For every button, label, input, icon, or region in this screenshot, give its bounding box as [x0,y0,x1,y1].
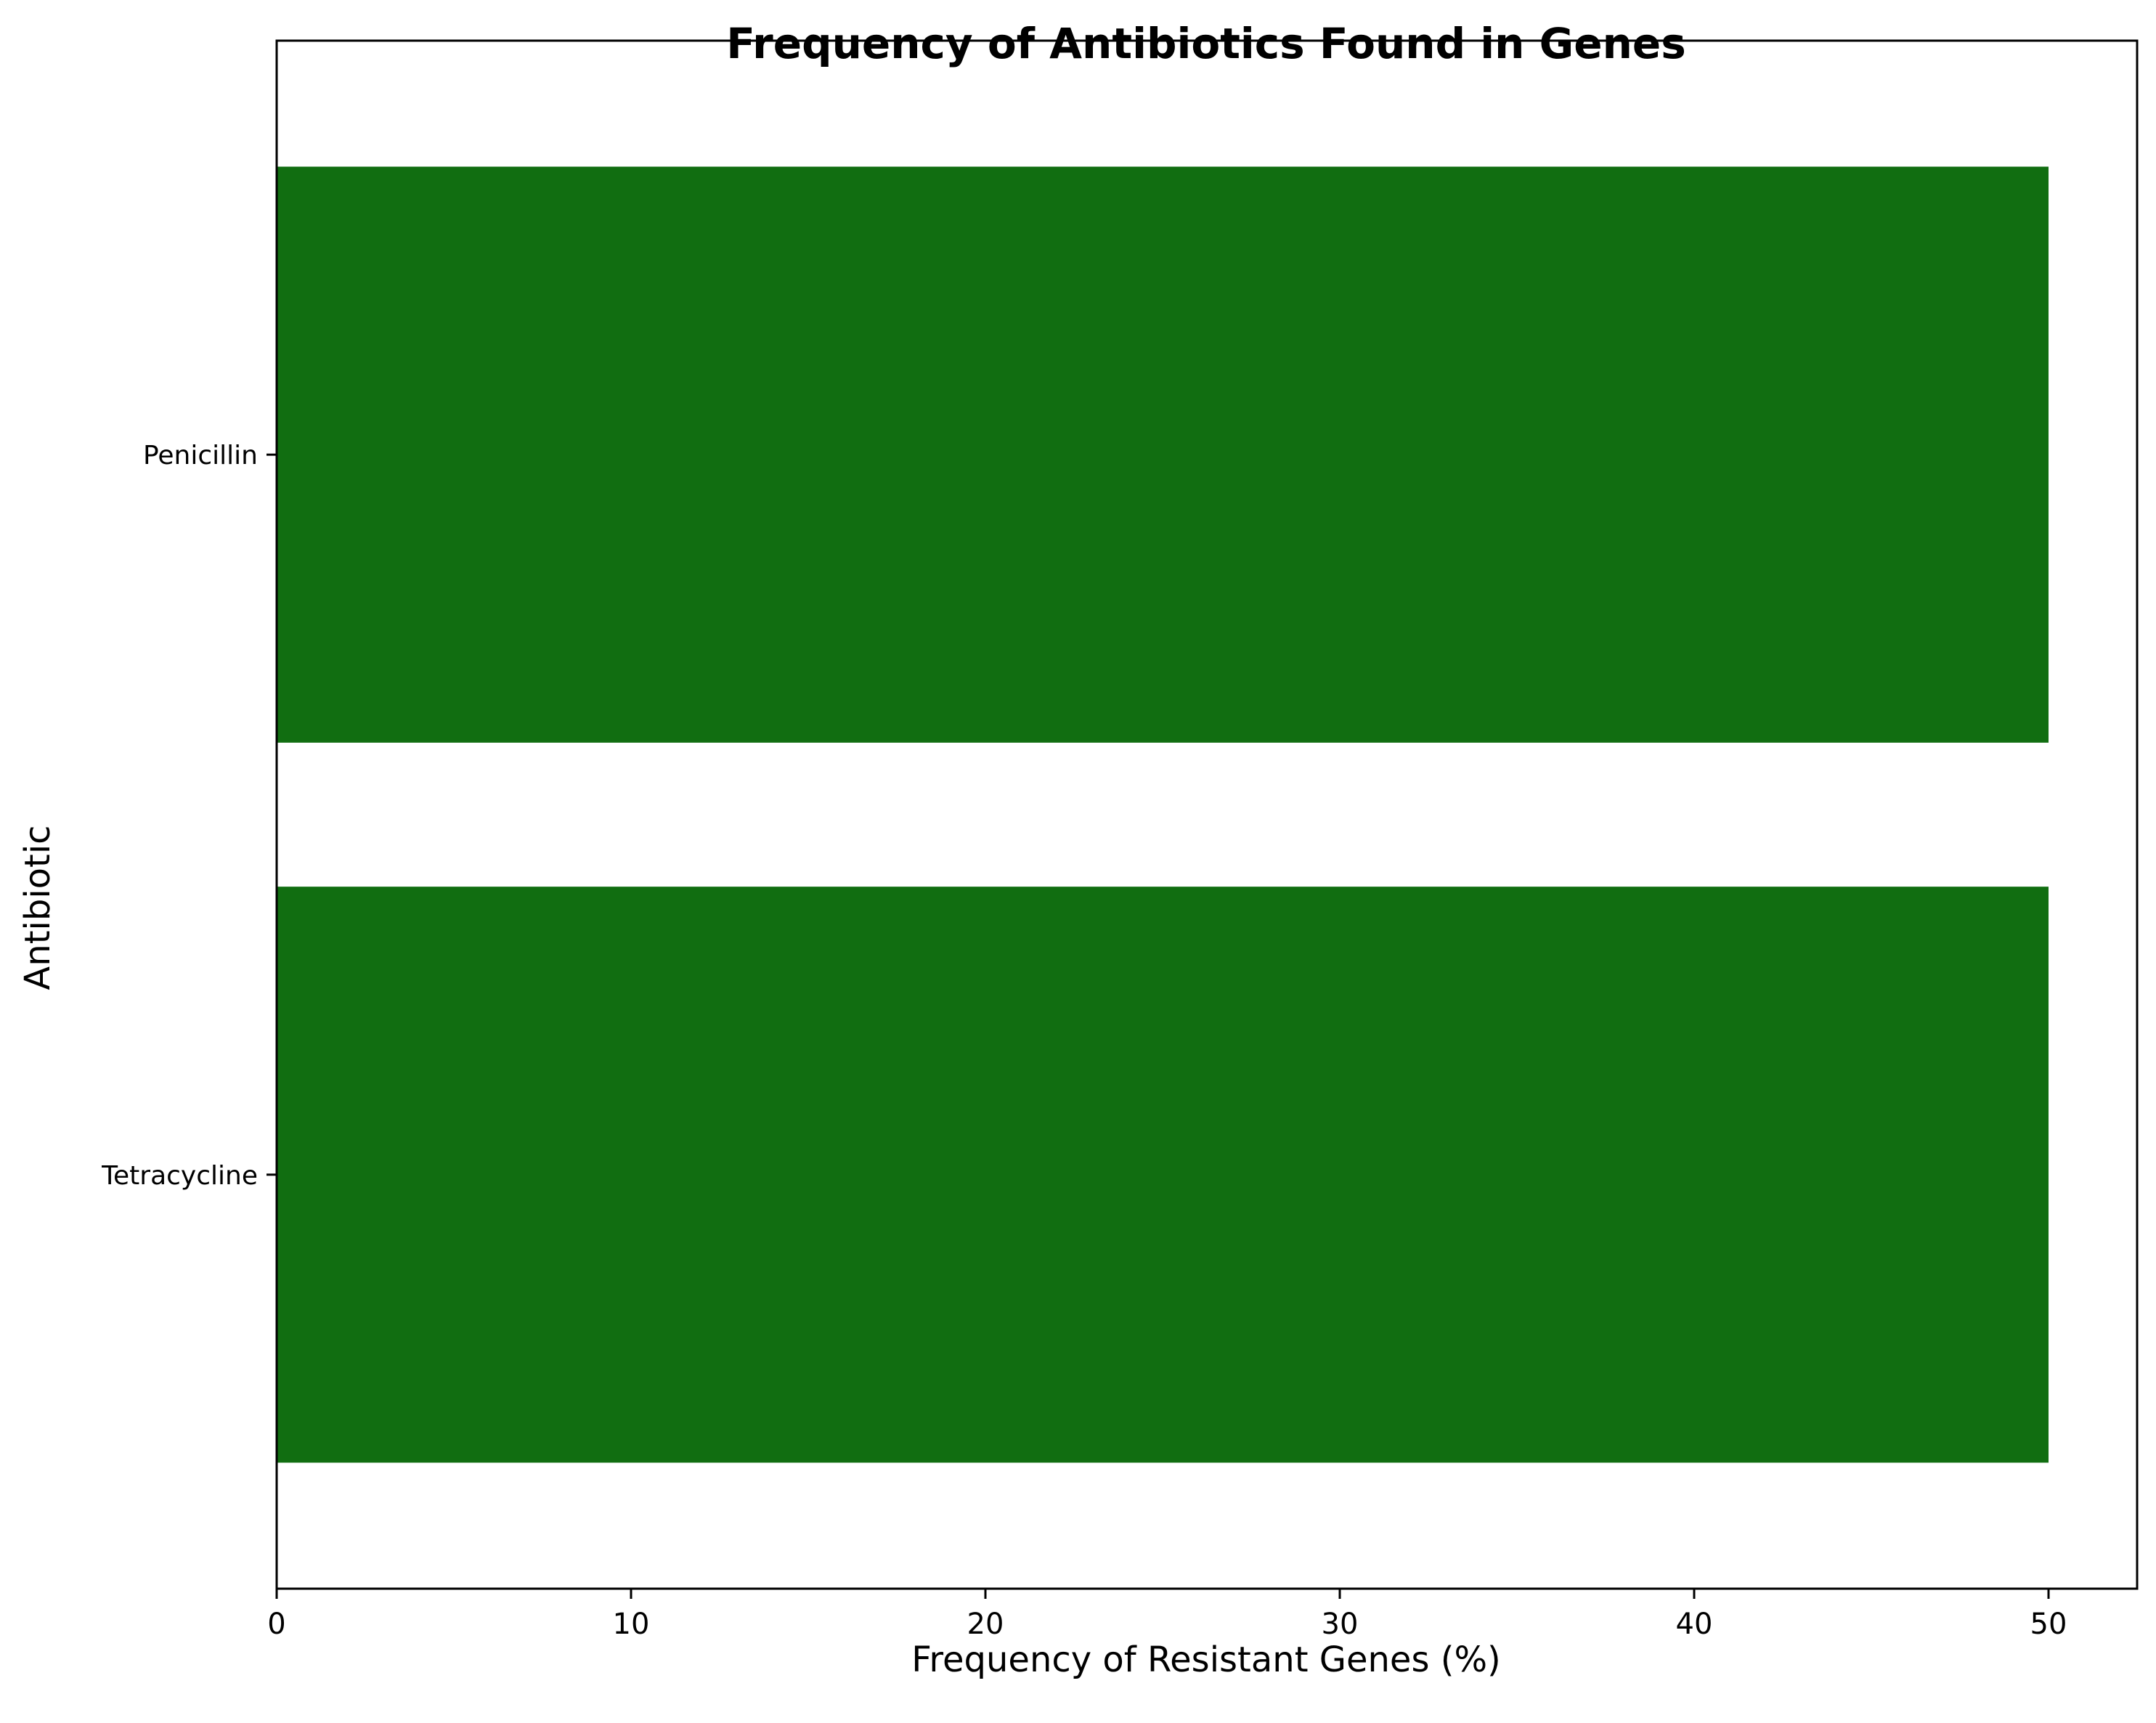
x-axis-label: Frequency of Resistant Genes (%) [911,1640,1501,1680]
x-tick-label: 40 [1676,1608,1713,1641]
y-axis-label: Antibiotic [17,825,58,990]
chart-title: Frequency of Antibiotics Found in Genes [726,19,1686,68]
x-tick-label: 50 [2030,1608,2067,1641]
plot-frame [275,39,2139,1590]
y-tick-label: Penicillin [143,441,258,471]
x-tick-label: 20 [967,1608,1004,1641]
x-tick-label: 10 [613,1608,650,1641]
x-axis-ticks: 0 10 20 30 40 50 [267,1589,2067,1641]
bar-penicillin [277,166,2049,743]
y-tick-label: Tetracycline [101,1161,258,1191]
y-axis-ticks: Penicillin Tetracycline [101,441,277,1191]
x-tick-label: 0 [267,1608,285,1641]
x-tick-label: 30 [1322,1608,1359,1641]
bar-tetracycline [277,887,2049,1463]
bars-layer [277,166,2049,1463]
